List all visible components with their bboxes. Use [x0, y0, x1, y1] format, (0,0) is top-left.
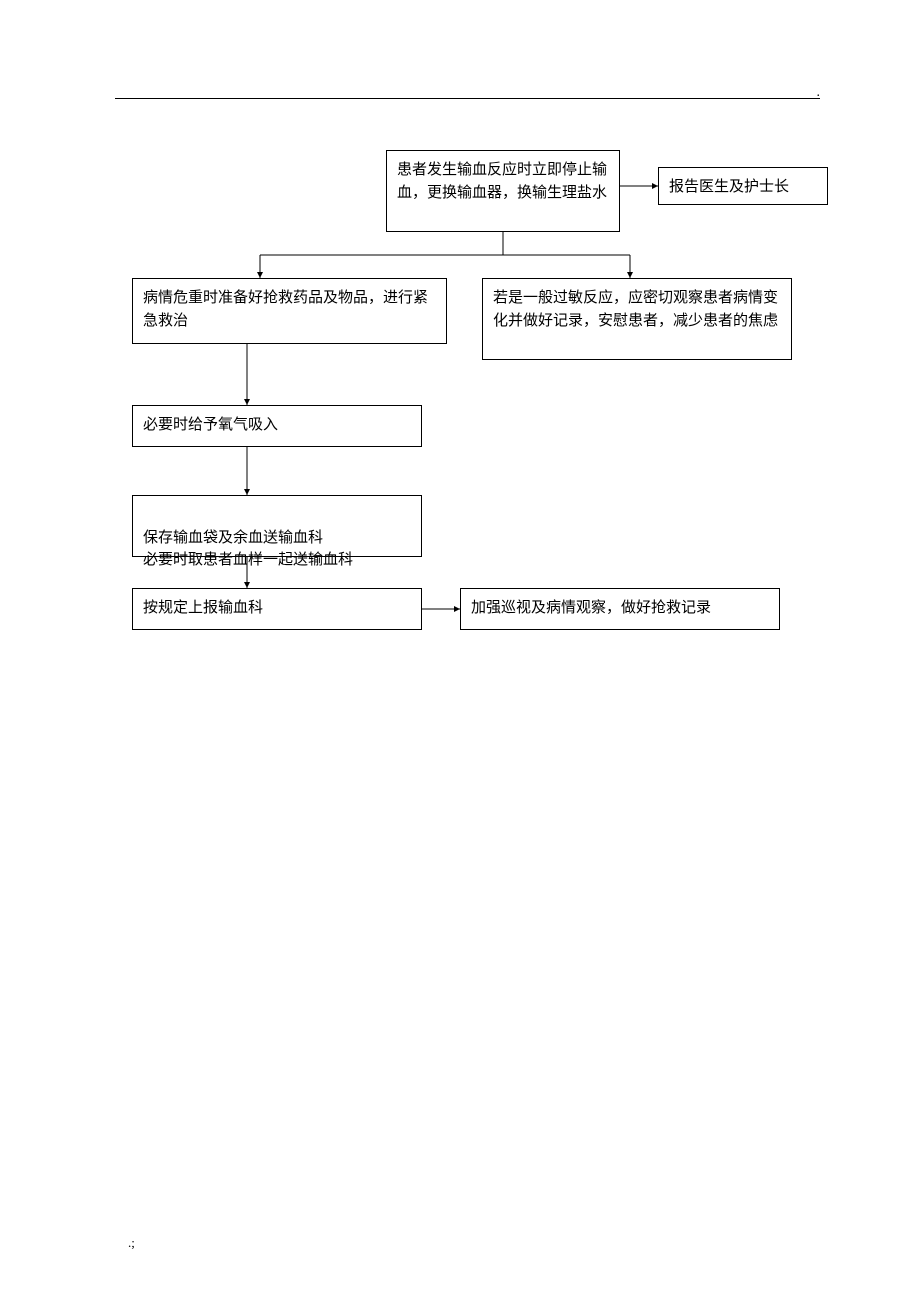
node-text: 报告医生及护士长 [669, 179, 789, 195]
node-text: 必要时给予氧气吸入 [143, 417, 278, 433]
header-dot: . [817, 85, 821, 101]
node-monitor: 加强巡视及病情观察，做好抢救记录 [460, 588, 780, 630]
node-text: 保存输血袋及余血送输血科 必要时取患者血样一起送输血科 [143, 530, 353, 569]
node-report-dept: 按规定上报输血科 [132, 588, 422, 630]
node-report: 报告医生及护士长 [658, 167, 828, 205]
node-allergic: 若是一般过敏反应，应密切观察患者病情变化并做好记录，安慰患者，减少患者的焦虑 [482, 278, 792, 360]
footer-text: .; [128, 1235, 135, 1250]
node-text: 病情危重时准备好抢救药品及物品，进行紧急救治 [143, 290, 428, 329]
node-preserve: 保存输血袋及余血送输血科 必要时取患者血样一起送输血科 [132, 495, 422, 557]
node-stop-transfusion: 患者发生输血反应时立即停止输血，更换输血器，换输生理盐水 [386, 150, 620, 232]
node-oxygen: 必要时给予氧气吸入 [132, 405, 422, 447]
node-text: 加强巡视及病情观察，做好抢救记录 [471, 600, 711, 616]
node-text: 患者发生输血反应时立即停止输血，更换输血器，换输生理盐水 [397, 162, 607, 201]
node-critical: 病情危重时准备好抢救药品及物品，进行紧急救治 [132, 278, 447, 344]
node-text: 若是一般过敏反应，应密切观察患者病情变化并做好记录，安慰患者，减少患者的焦虑 [493, 290, 778, 329]
node-text: 按规定上报输血科 [143, 600, 263, 616]
header-rule [115, 98, 820, 99]
footer-mark: .; [128, 1235, 135, 1251]
